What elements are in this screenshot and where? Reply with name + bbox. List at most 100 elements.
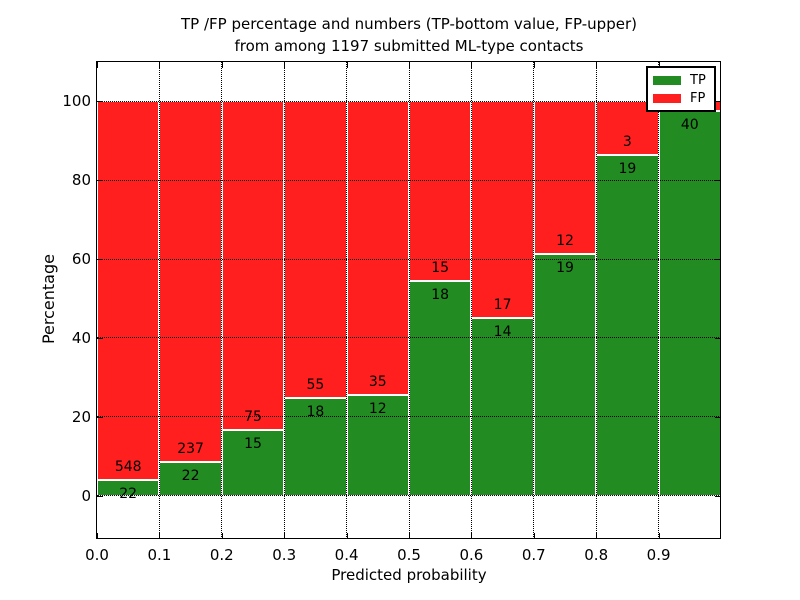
bar-segment-fp xyxy=(159,101,222,463)
fp-count-label: 75 xyxy=(244,408,262,425)
x-tick-label: 0.4 xyxy=(334,546,359,564)
x-tick-label: 0.2 xyxy=(209,546,234,564)
fp-color-swatch xyxy=(653,93,681,103)
tp-count-label: 22 xyxy=(119,486,138,503)
chart-title-line1: TP /FP percentage and numbers (TP-bottom… xyxy=(181,15,637,33)
fp-count-label: 237 xyxy=(177,441,204,458)
gridline-vertical xyxy=(658,62,660,539)
y-tick-label: 40 xyxy=(71,328,91,347)
tp-count-label: 19 xyxy=(556,260,574,277)
legend-label-fp: FP xyxy=(690,90,706,106)
gridline-vertical xyxy=(533,62,535,539)
x-tick-label: 0.7 xyxy=(521,546,546,564)
x-tickmark-bottom xyxy=(409,533,410,539)
bar-segment-tp xyxy=(658,111,721,496)
gridline-vertical xyxy=(346,62,348,539)
y-tick-label: 100 xyxy=(62,92,91,111)
x-tick-label: 0.5 xyxy=(397,546,421,564)
y-tickmark-right xyxy=(715,101,721,103)
x-tickmark-top xyxy=(284,62,286,68)
x-tickmark-bottom xyxy=(284,533,286,539)
fp-count-label: 15 xyxy=(431,259,450,276)
x-tickmark-bottom xyxy=(159,533,161,539)
bar-segment-fp xyxy=(97,101,160,481)
x-tickmark-bottom xyxy=(533,533,535,539)
x-tick-label: 0.9 xyxy=(646,546,671,564)
tp-count-label: 15 xyxy=(244,435,262,452)
y-tickmark-left xyxy=(97,180,103,182)
fp-count-label: 12 xyxy=(556,233,574,250)
y-tickmark-left xyxy=(97,495,103,497)
bar-segment-fp xyxy=(284,101,347,399)
gridline-vertical xyxy=(470,62,472,539)
gridline-vertical xyxy=(283,62,285,539)
y-tickmark-right xyxy=(715,416,721,418)
x-tickmark-top xyxy=(471,62,473,68)
y-tickmark-left xyxy=(97,259,103,261)
bar-segment-fp xyxy=(533,101,597,254)
bar-segment-tp xyxy=(346,394,409,496)
x-tickmark-top xyxy=(97,62,98,68)
gridline-vertical xyxy=(158,62,160,539)
bar-segment-fp xyxy=(346,101,409,395)
x-tickmark-top xyxy=(346,62,348,68)
fp-count-label: 55 xyxy=(306,377,325,394)
y-axis-label: Percentage xyxy=(39,254,58,345)
tp-count-label: 12 xyxy=(368,400,387,417)
y-tickmark-left xyxy=(97,416,103,418)
x-tick-label: 0.6 xyxy=(459,546,484,564)
bar-segment-fp xyxy=(409,101,472,281)
y-tick-label: 80 xyxy=(71,171,91,190)
tp-count-label: 19 xyxy=(618,161,637,178)
chart-title: TP /FP percentage and numbers (TP-bottom… xyxy=(97,13,721,57)
x-tickmark-top xyxy=(596,62,598,68)
x-tickmark-bottom xyxy=(658,533,660,539)
x-tick-label: 0.0 xyxy=(85,546,109,564)
y-tick-label: 60 xyxy=(71,250,91,269)
x-tickmark-bottom xyxy=(471,533,473,539)
x-tickmark-top xyxy=(658,62,660,68)
legend-item-fp: FP xyxy=(653,91,709,106)
y-tickmark-right xyxy=(715,259,721,261)
bar-segment-fp xyxy=(471,101,534,318)
bar-segment-tp xyxy=(221,429,285,496)
y-tickmark-right xyxy=(715,337,721,339)
legend-item-tp: TP xyxy=(653,73,709,88)
legend: TP FP xyxy=(646,66,716,112)
tp-count-label: 22 xyxy=(181,468,200,485)
fp-count-label: 548 xyxy=(114,459,142,476)
bar-segment-tp xyxy=(533,254,597,496)
y-tick-label: 0 xyxy=(81,486,91,505)
x-tickmark-bottom xyxy=(346,533,348,539)
x-tick-label: 0.8 xyxy=(584,546,609,564)
y-tickmark-right xyxy=(715,180,721,182)
bar-segment-tp xyxy=(159,462,222,496)
bar-segment-tp xyxy=(596,155,659,496)
bar-segment-fp xyxy=(221,101,285,430)
bar-segment-tp xyxy=(471,317,534,496)
tp-count-label: 18 xyxy=(306,404,325,421)
tp-count-label: 14 xyxy=(493,323,512,340)
fp-count-label: 35 xyxy=(368,373,387,390)
x-tickmark-top xyxy=(409,62,410,68)
x-tickmark-bottom xyxy=(221,533,223,539)
y-tickmark-right xyxy=(715,495,721,497)
tp-color-swatch xyxy=(653,75,681,85)
fp-count-label: 3 xyxy=(622,134,632,151)
gridline-vertical xyxy=(221,62,223,539)
bar-segment-tp xyxy=(409,280,472,496)
chart-title-line2: from among 1197 submitted ML-type contac… xyxy=(234,37,584,55)
y-tickmark-left xyxy=(97,337,103,339)
x-tickmark-top xyxy=(533,62,535,68)
legend-label-tp: TP xyxy=(690,72,706,88)
x-axis-label: Predicted probability xyxy=(331,566,487,584)
bar-segment-tp xyxy=(97,480,160,496)
x-tick-label: 0.3 xyxy=(272,546,297,564)
bar-segment-tp xyxy=(284,398,347,496)
x-tickmark-top xyxy=(221,62,223,68)
tp-count-label: 18 xyxy=(431,286,450,303)
gridline-vertical xyxy=(408,62,410,539)
tp-count-label: 40 xyxy=(680,117,699,134)
fp-count-label: 17 xyxy=(493,296,512,313)
